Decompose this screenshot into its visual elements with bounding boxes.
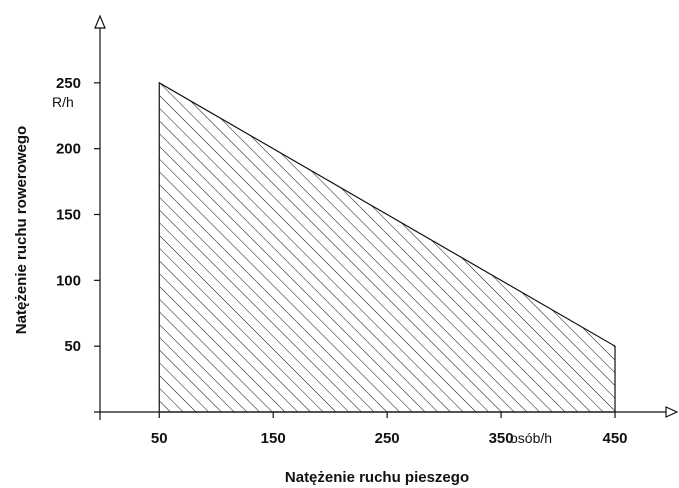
y-tick-label: 250 bbox=[56, 75, 81, 92]
x-axis-arrow-icon bbox=[665, 406, 679, 418]
x-axis-ticks: 50 150 250 350 450 bbox=[151, 412, 628, 447]
plot-area bbox=[158, 81, 616, 413]
y-unit-label: R/h bbox=[52, 94, 74, 110]
x-tick-label: 150 bbox=[261, 430, 286, 447]
y-axis-arrow-icon bbox=[94, 14, 106, 29]
x-tick-label: 250 bbox=[375, 430, 400, 447]
y-axis-ticks: 50 100 150 200 250 bbox=[56, 75, 100, 355]
feasible-region bbox=[158, 81, 616, 413]
y-tick-label: 200 bbox=[56, 141, 81, 158]
x-unit-label: osób/h bbox=[510, 430, 552, 446]
x-tick-label: 50 bbox=[151, 430, 168, 447]
y-tick-label: 100 bbox=[56, 272, 81, 289]
y-tick-label: 150 bbox=[56, 207, 81, 224]
x-axis-title: Natężenie ruchu pieszego bbox=[285, 469, 469, 486]
y-tick-label: 50 bbox=[64, 338, 81, 355]
y-axis-title: Natężenie ruchu rowerowego bbox=[13, 126, 30, 334]
x-tick-label: 350 bbox=[489, 430, 514, 447]
x-tick-label: 450 bbox=[603, 430, 628, 447]
